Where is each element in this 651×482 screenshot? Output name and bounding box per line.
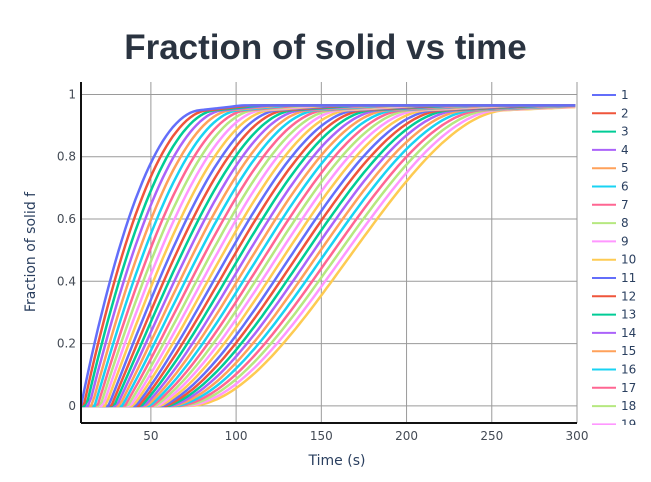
legend-label: 9 <box>621 234 629 248</box>
legend-label: 5 <box>621 161 629 175</box>
legend-item-10[interactable]: 10 <box>592 253 636 267</box>
y-tick-label: 0.4 <box>57 274 76 288</box>
legend-item-18[interactable]: 18 <box>592 399 636 413</box>
y-tick-label: 0.6 <box>57 212 76 226</box>
legend-label: 18 <box>621 399 636 413</box>
x-axis-label: Time (s) <box>308 453 366 469</box>
legend-label: 16 <box>621 363 636 377</box>
legend-item-7[interactable]: 7 <box>592 198 629 212</box>
legend-label: 15 <box>621 344 636 358</box>
legend-item-13[interactable]: 13 <box>592 308 636 322</box>
legend-item-12[interactable]: 12 <box>592 289 636 303</box>
legend-label: 8 <box>621 216 629 230</box>
legend-label: 10 <box>621 253 636 267</box>
y-axis-label: Fraction of solid f <box>23 191 39 312</box>
legend-item-9[interactable]: 9 <box>592 234 629 248</box>
y-tick-label: 0.2 <box>57 337 76 351</box>
y-tick-label: 0.8 <box>57 150 76 164</box>
y-tick-label: 0 <box>68 399 76 413</box>
legend-label: 12 <box>621 289 636 303</box>
legend-item-17[interactable]: 17 <box>592 381 636 395</box>
legend-label: 7 <box>621 198 629 212</box>
legend-label: 4 <box>621 143 629 157</box>
x-tick-label: 50 <box>143 429 158 443</box>
legend-label: 19 <box>621 417 636 431</box>
legend-item-8[interactable]: 8 <box>592 216 629 230</box>
chart-title: Fraction of solid vs time <box>124 28 527 67</box>
legend-item-5[interactable]: 5 <box>592 161 629 175</box>
x-tick-label: 100 <box>225 429 248 443</box>
legend-item-1[interactable]: 1 <box>592 88 629 102</box>
legend-item-16[interactable]: 16 <box>592 363 636 377</box>
legend-label: 6 <box>621 180 629 194</box>
x-tick-label: 150 <box>310 429 333 443</box>
legend-item-2[interactable]: 2 <box>592 106 629 120</box>
legend-label: 13 <box>621 308 636 322</box>
x-tick-label: 250 <box>480 429 503 443</box>
legend-item-11[interactable]: 11 <box>592 271 636 285</box>
legend-label: 2 <box>621 106 629 120</box>
legend-item-19[interactable]: 19 <box>592 417 636 431</box>
x-tick-label: 300 <box>566 429 589 443</box>
x-tick-label: 200 <box>395 429 418 443</box>
legend-label: 11 <box>621 271 636 285</box>
y-tick-label: 1 <box>68 87 76 101</box>
legend-label: 14 <box>621 326 636 340</box>
legend-item-4[interactable]: 4 <box>592 143 629 157</box>
legend-item-15[interactable]: 15 <box>592 344 636 358</box>
series-line-1 <box>81 104 576 407</box>
legend-item-3[interactable]: 3 <box>592 125 629 139</box>
legend-label: 1 <box>621 88 629 102</box>
legend-label: 3 <box>621 125 629 139</box>
legend-item-14[interactable]: 14 <box>592 326 636 340</box>
legend-item-6[interactable]: 6 <box>592 180 629 194</box>
legend-label: 17 <box>621 381 636 395</box>
